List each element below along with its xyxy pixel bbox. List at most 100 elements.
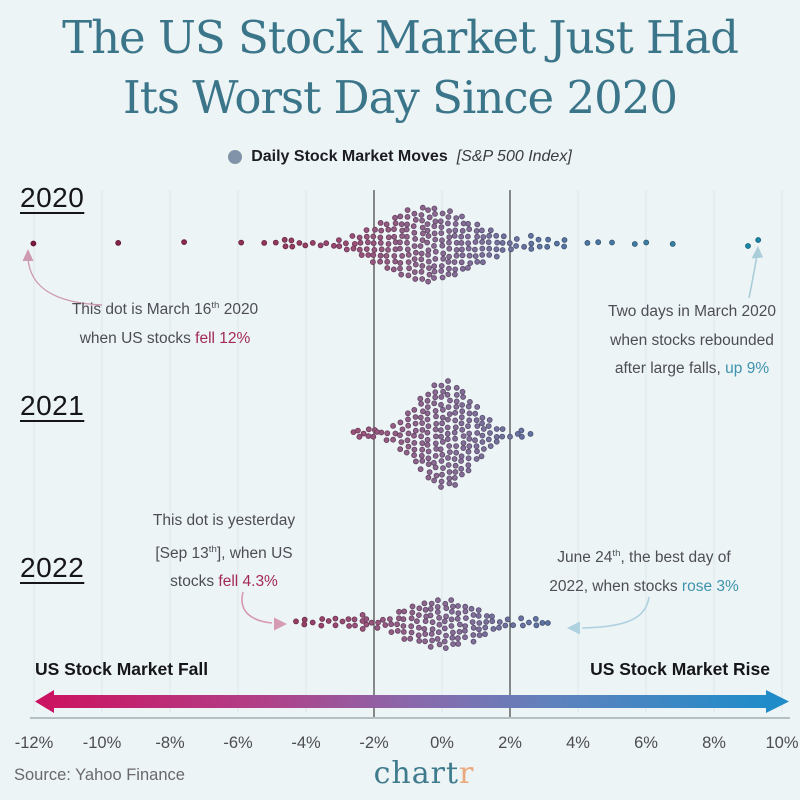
data-dot <box>466 443 473 450</box>
data-dot <box>471 246 478 253</box>
data-dot <box>528 245 535 252</box>
data-dot <box>440 250 447 257</box>
data-dot <box>427 606 434 612</box>
data-dot <box>489 618 496 625</box>
data-dot <box>419 276 426 282</box>
tick-label--2%: -2% <box>359 734 389 752</box>
logo-text: chart <box>373 756 460 791</box>
data-dot <box>424 221 431 228</box>
data-dot <box>419 457 426 464</box>
data-dot <box>437 218 444 225</box>
data-dot <box>474 258 481 265</box>
data-dot <box>465 448 472 455</box>
data-dot <box>429 637 435 644</box>
data-dot <box>412 458 419 465</box>
data-dot <box>431 477 437 484</box>
data-dot <box>508 246 514 253</box>
annotation-text: fell 12% <box>195 329 251 347</box>
data-dot <box>470 638 477 645</box>
data-dot <box>451 232 458 239</box>
annotation-text: after large falls, <box>614 360 726 377</box>
data-dot <box>424 410 431 417</box>
data-dot <box>392 258 399 265</box>
data-dot <box>544 243 551 250</box>
data-dot <box>446 443 453 449</box>
data-dot <box>394 628 401 634</box>
data-dot <box>449 629 456 636</box>
data-dot <box>479 432 486 439</box>
data-dot <box>451 474 458 481</box>
data-dot <box>346 623 352 629</box>
annotation-text: This dot is March 16 <box>71 301 212 319</box>
data-dot <box>455 603 461 609</box>
data-dot <box>409 609 416 616</box>
data-dot <box>425 251 431 258</box>
data-dot <box>452 462 459 469</box>
data-dot <box>453 443 459 449</box>
data-dot <box>412 216 419 223</box>
data-dot <box>486 245 493 252</box>
data-dot <box>391 233 398 240</box>
data-dot <box>408 615 415 622</box>
data-dot <box>417 395 424 402</box>
data-dot <box>403 226 410 233</box>
data-dot <box>451 259 458 265</box>
data-dot <box>438 263 445 269</box>
data-dot <box>462 615 469 621</box>
data-dot <box>474 423 481 429</box>
data-dot <box>440 465 446 471</box>
data-dot <box>301 616 308 623</box>
rise-label: US Stock Market Rise <box>590 659 770 679</box>
data-dot <box>399 233 405 240</box>
data-dot <box>429 626 436 633</box>
data-dot <box>465 462 472 469</box>
year-label-2020: 2020 <box>20 182 85 213</box>
data-dot <box>408 629 415 636</box>
data-dot <box>425 247 432 254</box>
data-dot <box>375 619 381 626</box>
data-dot <box>473 456 480 462</box>
data-dot <box>397 213 404 220</box>
data-dot <box>405 259 412 265</box>
data-dot <box>365 252 372 258</box>
data-dot <box>417 414 424 421</box>
tick-label-4%: 4% <box>566 734 590 752</box>
data-dot <box>364 239 371 246</box>
data-dot <box>435 629 442 636</box>
data-dot <box>472 239 479 245</box>
data-dot <box>438 394 445 400</box>
annotation-text: th <box>208 543 217 555</box>
data-dot <box>451 456 458 462</box>
data-dot <box>427 612 434 619</box>
data-dot <box>452 481 458 488</box>
annotation-sep13: This dot is yesterday [Sep 13th], when US… <box>153 507 295 597</box>
data-dot <box>432 394 439 401</box>
data-dot <box>425 233 432 239</box>
data-dot <box>479 251 486 258</box>
data-dot <box>395 615 402 622</box>
data-dot <box>424 227 431 234</box>
data-dot <box>440 388 446 395</box>
data-dot <box>281 236 288 243</box>
data-dot <box>493 426 500 432</box>
source-credit: Source: Yahoo Finance <box>14 766 185 784</box>
data-dot <box>451 271 458 278</box>
data-dot <box>351 616 358 623</box>
data-dot <box>425 278 431 285</box>
data-dot <box>385 246 391 253</box>
data-dot <box>424 441 431 448</box>
data-dot <box>438 433 444 440</box>
data-dot <box>545 236 551 243</box>
data-dot <box>405 416 411 423</box>
data-dot <box>425 474 432 481</box>
data-dot <box>377 258 383 265</box>
data-dot <box>422 631 429 637</box>
data-dot <box>416 605 423 612</box>
data-dot <box>438 401 444 408</box>
data-dot <box>411 269 418 275</box>
data-dot <box>397 265 403 272</box>
data-dot <box>466 430 473 437</box>
data-dot <box>476 626 482 633</box>
data-dot <box>446 449 453 455</box>
data-dot <box>486 417 493 423</box>
